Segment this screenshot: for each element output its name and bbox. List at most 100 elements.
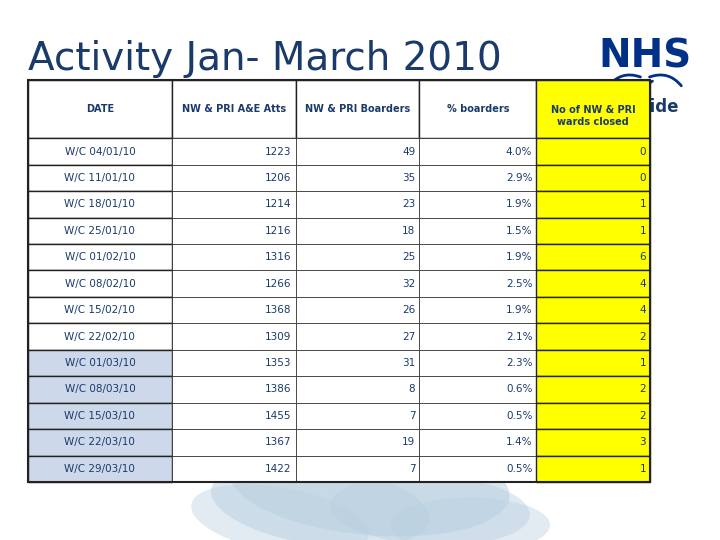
Text: W/C 15/03/10: W/C 15/03/10	[65, 411, 135, 421]
Bar	[28, 80, 650, 482]
Bar	[172, 350, 295, 376]
Text: DATE: DATE	[86, 104, 114, 114]
Bar	[172, 376, 295, 403]
Text: 1353: 1353	[265, 358, 292, 368]
Bar	[172, 403, 295, 429]
Text: 0: 0	[639, 146, 646, 157]
Bar	[28, 323, 172, 350]
Text: 1.9%: 1.9%	[506, 199, 532, 210]
Text: W/C 08/02/10: W/C 08/02/10	[65, 279, 135, 289]
Bar	[536, 138, 650, 165]
Bar	[419, 456, 536, 482]
Text: 1216: 1216	[265, 226, 292, 236]
Bar	[536, 350, 650, 376]
Bar	[28, 218, 172, 244]
Text: 7: 7	[409, 411, 415, 421]
Text: 4: 4	[639, 279, 646, 289]
Bar	[536, 429, 650, 456]
Bar	[295, 429, 419, 456]
Bar	[28, 456, 172, 482]
Bar	[295, 218, 419, 244]
Text: 0.5%: 0.5%	[506, 411, 532, 421]
Ellipse shape	[330, 475, 530, 540]
Bar	[172, 218, 295, 244]
Text: 7: 7	[409, 464, 415, 474]
Text: W/C 22/02/10: W/C 22/02/10	[65, 332, 135, 342]
Bar	[28, 297, 172, 323]
Bar	[295, 456, 419, 482]
Text: 2.5%: 2.5%	[506, 279, 532, 289]
Text: Activity Jan- March 2010: Activity Jan- March 2010	[28, 40, 502, 78]
Bar	[295, 80, 419, 138]
Bar	[172, 429, 295, 456]
Text: 2: 2	[639, 332, 646, 342]
Bar	[536, 323, 650, 350]
Text: 26: 26	[402, 305, 415, 315]
Bar	[536, 218, 650, 244]
Bar	[536, 376, 650, 403]
Text: W/C 01/03/10: W/C 01/03/10	[65, 358, 135, 368]
Text: 0.6%: 0.6%	[506, 384, 532, 394]
Bar	[28, 350, 172, 376]
Bar	[419, 376, 536, 403]
Text: 1.9%: 1.9%	[506, 305, 532, 315]
Bar	[295, 376, 419, 403]
Bar	[172, 323, 295, 350]
Text: 0: 0	[639, 173, 646, 183]
Text: 1223: 1223	[265, 146, 292, 157]
Text: 19: 19	[402, 437, 415, 447]
Bar	[536, 297, 650, 323]
Bar	[28, 191, 172, 218]
Text: 1368: 1368	[265, 305, 292, 315]
Bar	[536, 244, 650, 271]
Text: 6: 6	[639, 252, 646, 262]
Bar	[172, 456, 295, 482]
Bar	[295, 165, 419, 191]
Bar	[172, 271, 295, 297]
Text: NW & PRI Boarders: NW & PRI Boarders	[305, 104, 410, 114]
Text: W/C 18/01/10: W/C 18/01/10	[65, 199, 135, 210]
Text: 1: 1	[639, 199, 646, 210]
Bar	[295, 271, 419, 297]
Bar	[419, 403, 536, 429]
Text: 2.1%: 2.1%	[506, 332, 532, 342]
Bar	[419, 271, 536, 297]
Bar	[172, 138, 295, 165]
Bar	[536, 456, 650, 482]
Text: W/C 25/01/10: W/C 25/01/10	[65, 226, 135, 236]
Text: 1.5%: 1.5%	[506, 226, 532, 236]
Text: 2.9%: 2.9%	[506, 173, 532, 183]
Bar	[28, 138, 172, 165]
Bar	[536, 191, 650, 218]
Text: 1206: 1206	[265, 173, 292, 183]
Bar	[419, 218, 536, 244]
Text: 31: 31	[402, 358, 415, 368]
Text: 1: 1	[639, 226, 646, 236]
Text: 3: 3	[639, 437, 646, 447]
Text: W/C 11/01/10: W/C 11/01/10	[65, 173, 135, 183]
Bar	[28, 244, 172, 271]
Text: 1.9%: 1.9%	[506, 252, 532, 262]
Bar	[172, 165, 295, 191]
Text: 32: 32	[402, 279, 415, 289]
Text: 1.4%: 1.4%	[506, 437, 532, 447]
Bar	[295, 403, 419, 429]
Text: 1455: 1455	[265, 411, 292, 421]
Text: W/C 29/03/10: W/C 29/03/10	[65, 464, 135, 474]
Text: % boarders: % boarders	[446, 104, 509, 114]
Bar	[28, 165, 172, 191]
Bar	[295, 350, 419, 376]
Bar	[295, 191, 419, 218]
Bar	[536, 271, 650, 297]
Bar	[295, 297, 419, 323]
Text: 2: 2	[639, 384, 646, 394]
Bar	[28, 271, 172, 297]
Bar	[28, 403, 172, 429]
Bar	[28, 376, 172, 403]
Text: 1367: 1367	[265, 437, 292, 447]
Text: 1214: 1214	[265, 199, 292, 210]
Bar	[419, 244, 536, 271]
Bar	[536, 80, 650, 138]
Text: 23: 23	[402, 199, 415, 210]
Bar	[28, 429, 172, 456]
